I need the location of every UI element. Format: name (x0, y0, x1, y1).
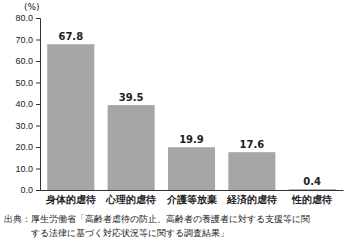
y-tick-label: 30.0 (15, 121, 33, 131)
plot: 0.0 10.0 20.0 30.0 40.0 50.0 60.0 70.0 80.0 身体的虐待… (15, 13, 343, 204)
y-tick-mark (36, 147, 40, 148)
chart: 0.0 10.0 20.0 30.0 40.0 50.0 60.0 70.0 80.0 身体的虐待… (0, 0, 351, 245)
y-tick: 30.0 (15, 121, 40, 131)
y-tick-mark (36, 104, 40, 105)
y-tick-label: 80.0 (15, 13, 33, 23)
bars (47, 44, 336, 190)
y-tick-mark (36, 40, 40, 41)
y-axis: 0.0 10.0 20.0 30.0 40.0 50.0 60.0 70.0 80.0 (15, 13, 40, 195)
y-tick-label: 60.0 (15, 56, 33, 66)
source: 出典：厚生労働省「高齢者虐待の防止、高齢者の養護者に対する支援等に関する法律に基… (4, 214, 310, 238)
y-tick: 80.0 (15, 13, 40, 23)
y-tick-label: 20.0 (15, 142, 33, 152)
x-tick: 心理的虐待 (105, 190, 156, 205)
y-unit: (%) (24, 2, 40, 12)
data-label: 0.4 (303, 176, 321, 187)
y-tick-mark (36, 61, 40, 62)
y-tick-label: 70.0 (15, 35, 33, 45)
x-tick-label: 経済的虐待 (226, 194, 277, 205)
x-axis-line (41, 190, 344, 191)
x-tick: 経済的虐待 (226, 190, 277, 205)
x-tick-label: 心理的虐待 (105, 194, 156, 205)
y-tick: 10.0 (15, 164, 40, 174)
y-tick: 40.0 (15, 99, 40, 109)
source-line: 出典：厚生労働省「高齢者虐待の防止、高齢者の養護者に対する支援等に関 (4, 214, 310, 224)
data-label: 19.9 (179, 134, 204, 145)
y-tick-mark (36, 126, 40, 127)
y-tick-mark (36, 190, 40, 191)
data-labels: 67.8 39.5 19.9 17.6 0.4 (58, 31, 321, 187)
bar (108, 105, 155, 190)
y-tick-mark (36, 169, 40, 170)
data-label: 39.5 (119, 92, 144, 103)
bar (289, 189, 336, 190)
y-tick: 60.0 (15, 56, 40, 66)
x-axis: 身体的虐待心理的虐待介護等放棄経済的虐待 性的虐待 (41, 190, 344, 205)
x-tick: 性的虐待 (291, 190, 332, 205)
y-tick-label: 0.0 (20, 185, 33, 195)
y-tick-mark (36, 83, 40, 84)
y-axis-line (36, 19, 41, 191)
x-tick-label: 身体的虐待 (45, 194, 96, 205)
y-tick-label: 50.0 (15, 78, 33, 88)
y-tick-label: 10.0 (15, 164, 33, 174)
y-tick-label: 40.0 (15, 99, 33, 109)
data-label: 67.8 (58, 31, 83, 42)
y-tick: 20.0 (15, 142, 40, 152)
y-tick: 70.0 (15, 35, 40, 45)
bar (228, 152, 275, 190)
bar (47, 44, 94, 190)
x-tick: 身体的虐待 (45, 190, 96, 205)
y-tick: 0.0 (20, 185, 40, 195)
bar (168, 147, 215, 190)
x-tick-label: 性的虐待 (291, 194, 332, 205)
data-label: 17.6 (240, 139, 265, 150)
x-tick: 介護等放棄 (166, 190, 217, 205)
source-line: する法律に基づく対応状況等に関する調査結果」 (31, 228, 229, 238)
y-tick-mark (36, 18, 40, 19)
y-tick: 50.0 (15, 78, 40, 88)
x-tick-label: 介護等放棄 (166, 194, 217, 205)
